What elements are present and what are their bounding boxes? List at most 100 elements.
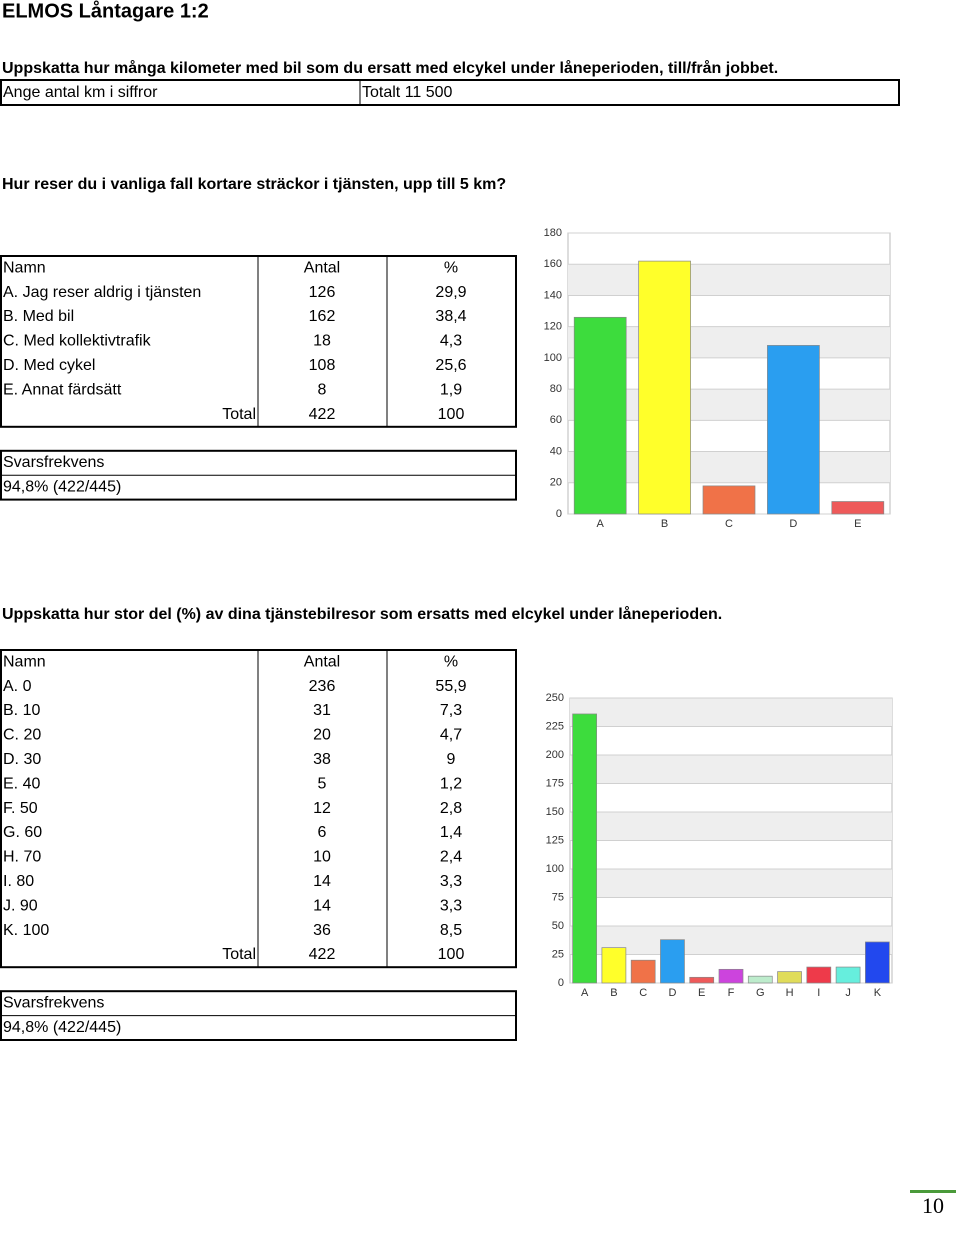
grid-band [568,264,890,296]
grid-band [570,869,892,898]
cell: 1,2 [440,775,462,792]
bar [835,966,861,984]
bar [573,316,627,515]
y-tick-label: 50 [552,920,564,932]
cell: 236 [309,678,336,695]
cell: 126 [309,284,336,301]
cell: A. 0 [3,678,32,695]
y-tick-label: 180 [544,227,562,239]
y-tick-label: 20 [550,477,562,489]
x-tick-label: K [874,987,882,999]
cell: 162 [309,308,336,325]
response-value: 94,8% (422/445) [3,1019,121,1036]
cell: 422 [309,406,336,423]
bar [638,260,691,515]
grid-band [570,812,892,841]
cell: C. 20 [3,727,41,744]
page-number: 10 [922,1193,944,1218]
y-tick-label: 0 [556,508,562,520]
cell: 10 [313,849,331,866]
total-label: Total [222,406,256,423]
y-tick-label: 40 [550,445,562,457]
bar [572,713,597,984]
y-tick-label: 80 [550,383,562,395]
cell: B. 10 [3,702,40,719]
cell: 4,7 [440,727,462,744]
page-number-bar [910,1190,956,1193]
cell: 422 [309,946,336,963]
cell: 2,4 [440,849,462,866]
cell: Antal [304,259,340,276]
cell: % [444,653,458,670]
x-tick-label: G [756,987,765,999]
x-tick-label: D [789,518,797,530]
response-value: 94,8% (422/445) [3,479,121,496]
bar [630,959,656,984]
cell: Namn [3,259,46,276]
cell: Antal [304,653,340,670]
x-tick-label: B [661,518,668,530]
cell: D. 30 [3,751,41,768]
grid-band [570,698,892,727]
cell: D. Med cykel [3,357,95,374]
cell: 8,5 [440,922,462,939]
x-tick-label: H [786,987,794,999]
answer-value: Totalt 11 500 [362,84,453,101]
bar [777,971,802,984]
cell: 29,9 [435,284,466,301]
y-tick-label: 125 [546,834,564,846]
y-tick-label: 75 [552,891,564,903]
bar [660,939,685,984]
cell: 9 [447,751,456,768]
cell: 25,6 [435,357,466,374]
y-tick-label: 0 [558,977,564,989]
bar [689,976,715,984]
cell: 4,3 [440,333,462,350]
cell: H. 70 [3,849,41,866]
y-tick-label: 150 [546,806,564,818]
cell: F. 50 [3,800,38,817]
bar [831,501,885,515]
x-tick-label: C [725,518,733,530]
y-tick-label: 120 [544,321,562,333]
y-tick-label: 200 [546,749,564,761]
x-tick-label: D [668,987,676,999]
x-tick-label: E [698,987,705,999]
cell: 100 [438,406,465,423]
cell: G. 60 [3,824,42,841]
bar [702,485,756,515]
cell: 36 [313,922,331,939]
bar [718,968,744,984]
y-tick-label: 175 [546,777,564,789]
bar [865,941,890,984]
cell: J. 90 [3,897,38,914]
bar [767,345,820,515]
cell: 108 [309,357,336,374]
cell: 12 [313,800,331,817]
cell: 1,9 [440,381,462,398]
cell: 18 [313,333,331,350]
y-tick-label: 250 [546,692,564,704]
x-tick-label: B [610,987,617,999]
question: Uppskatta hur stor del (%) av dina tjäns… [2,605,722,623]
x-tick-label: I [817,987,820,999]
cell: K. 100 [3,922,49,939]
x-tick-label: A [597,518,605,530]
cell: B. Med bil [3,308,74,325]
cell: 5 [318,775,327,792]
y-tick-label: 225 [546,720,564,732]
y-tick-label: 100 [544,352,562,364]
y-tick-label: 140 [544,289,562,301]
cell: 55,9 [435,678,466,695]
bar [601,947,627,984]
y-tick-label: 60 [550,414,562,426]
answer-label: Ange antal km i siffror [3,84,158,101]
cell: 7,3 [440,702,462,719]
x-tick-label: F [728,987,735,999]
cell: Namn [3,653,46,670]
cell: E. Annat färdsätt [3,381,122,398]
y-tick-label: 100 [546,863,564,875]
y-tick-label: 160 [544,258,562,270]
response-label: Svarsfrekvens [3,995,104,1012]
